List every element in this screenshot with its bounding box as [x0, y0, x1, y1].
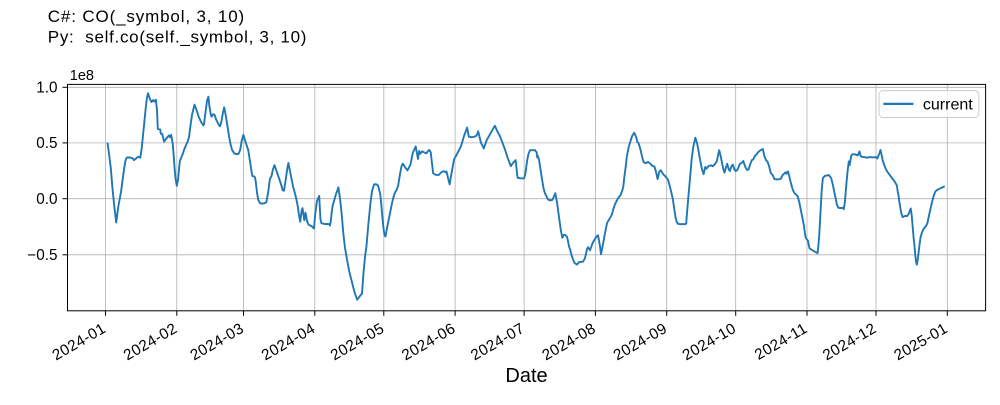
svg-text:C#: CO(_symbol, 3, 10): C#: CO(_symbol, 3, 10): [48, 7, 245, 26]
svg-text:current: current: [923, 96, 973, 113]
svg-text:Py: self.co(self._symbol, 3,: Py: self.co(self._symbol, 3, 10): [48, 27, 307, 46]
svg-text:1.0: 1.0: [36, 80, 57, 97]
svg-text:0.0: 0.0: [36, 191, 57, 208]
svg-text:1e8: 1e8: [70, 68, 94, 84]
svg-text:−0.5: −0.5: [27, 247, 57, 264]
svg-text:0.5: 0.5: [36, 135, 57, 152]
svg-text:Date: Date: [505, 365, 547, 387]
